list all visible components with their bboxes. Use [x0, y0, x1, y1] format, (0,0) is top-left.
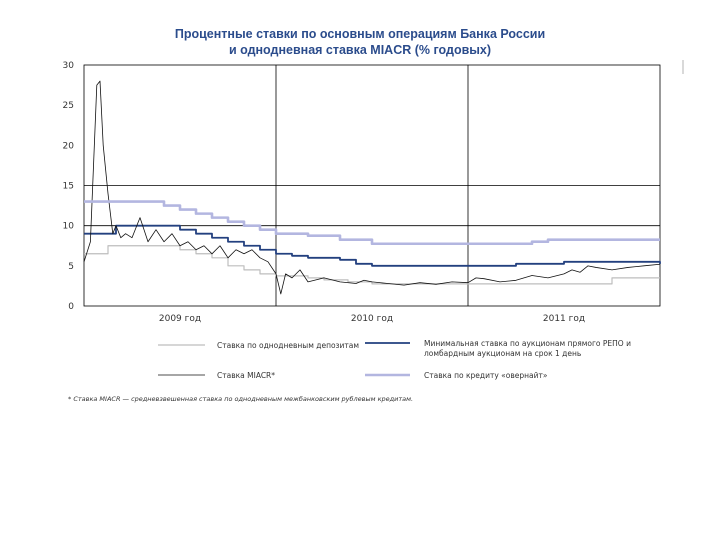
series-line-1 [84, 224, 661, 267]
y-tick-label: 0 [68, 302, 74, 312]
x-year-label: 2009 год [159, 314, 201, 324]
series-line-2 [83, 80, 661, 295]
scroll-edge-marker [682, 60, 684, 74]
footnote: * Ставка MIACR — средневзвешенная ставка… [68, 395, 414, 403]
legend-label-0: Ставка по однодневным депозитам [217, 341, 359, 350]
y-tick-label: 15 [63, 182, 74, 192]
y-tick-label: 20 [63, 141, 75, 151]
y-tick-label: 5 [68, 262, 74, 272]
chart-title-line1: Процентные ставки по основным операциям … [174, 27, 546, 41]
axis-labels: 0 5 10 15 20 25 30 2009 год 2010 год 2011 год [63, 61, 586, 324]
legend-label-3: Ставка по кредиту «овернайт» [424, 371, 548, 380]
legend-label-2: Ставка MIACR* [217, 371, 275, 380]
chart-title-line2: и однодневная ставка MIACR (% годовых) [228, 43, 492, 57]
y-tick-label: 10 [63, 222, 75, 232]
x-year-label: 2010 год [351, 314, 393, 324]
y-tick-label: 25 [63, 101, 74, 111]
legend-label-1: Минимальная ставка по аукционам прямого … [424, 339, 631, 358]
gridlines [84, 65, 660, 306]
legend: Ставка по однодневным депозитам Минимальн… [158, 339, 631, 380]
series-lines [83, 80, 661, 295]
series-line-3 [84, 200, 660, 246]
x-year-label: 2011 год [543, 314, 585, 324]
y-tick-label: 30 [63, 61, 75, 71]
